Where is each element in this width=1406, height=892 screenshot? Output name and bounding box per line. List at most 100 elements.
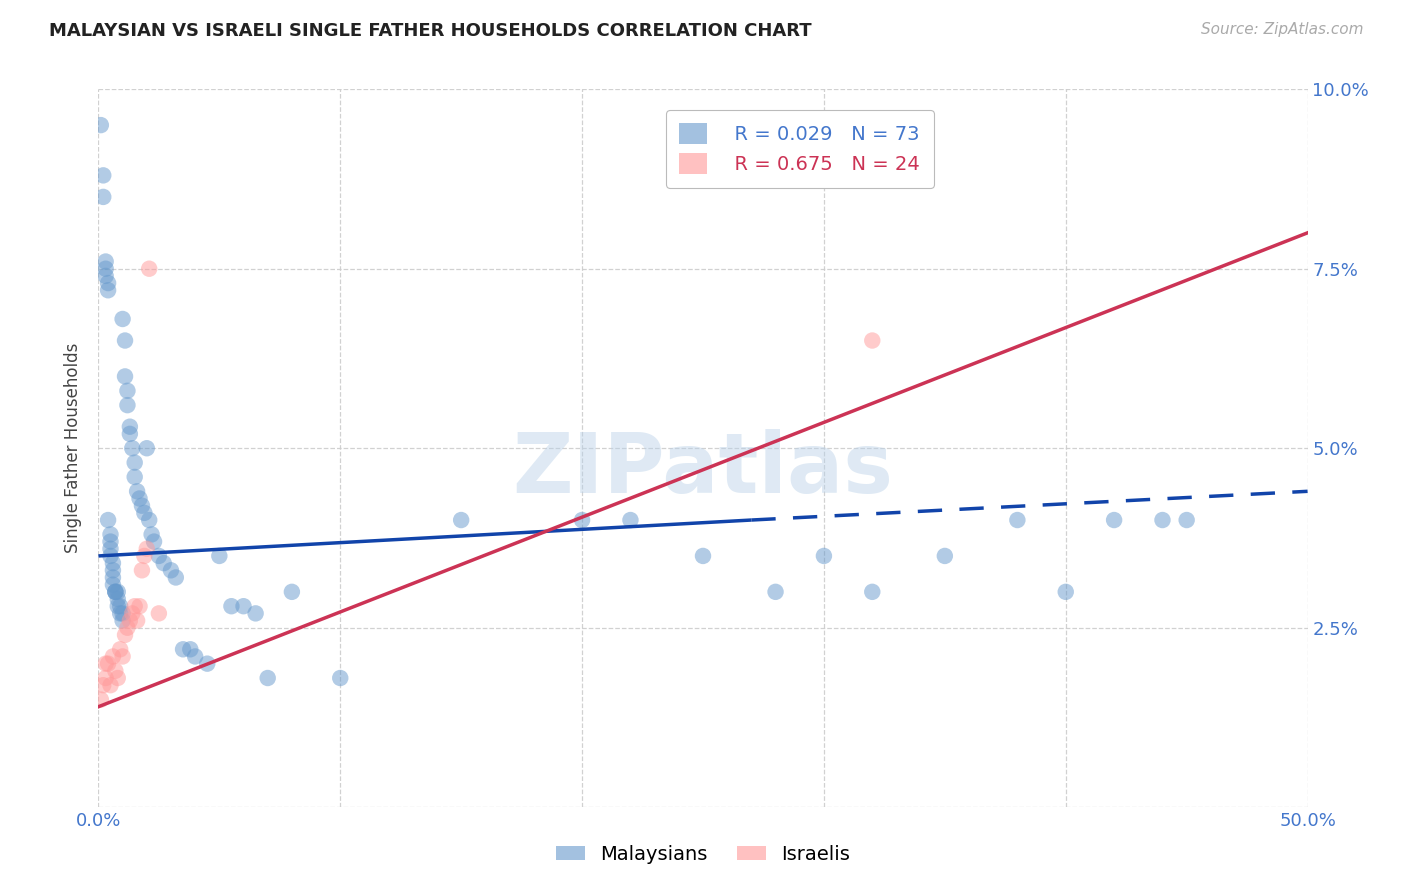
Point (131, 499, 153, 513)
Point (195, 657, 218, 671)
Text: MALAYSIAN VS ISRAELI SINGLE FATHER HOUSEHOLDS CORRELATION CHART: MALAYSIAN VS ISRAELI SINGLE FATHER HOUSE… (49, 22, 811, 40)
Point (100, 527, 122, 541)
Point (160, 563, 183, 577)
Point (94, 268, 117, 283)
Point (101, 577, 124, 591)
Point (245, 607, 267, 621)
Point (1152, 513, 1174, 527)
Point (135, 442, 157, 455)
Point (141, 527, 163, 541)
Point (134, 549, 156, 563)
Point (135, 541, 157, 556)
Point (100, 534, 122, 549)
Point (111, 614, 134, 628)
Point (104, 585, 127, 599)
Point (97, 283, 120, 297)
Point (107, 599, 129, 614)
Point (91, 169, 114, 183)
Point (860, 585, 883, 599)
Point (131, 563, 153, 577)
Legend: Malaysians, Israelis: Malaysians, Israelis (548, 837, 858, 871)
Point (138, 261, 160, 276)
Point (127, 614, 149, 628)
Point (111, 649, 134, 664)
Point (934, 549, 956, 563)
Point (124, 456, 146, 470)
Point (101, 570, 124, 584)
Point (117, 384, 139, 398)
Point (813, 549, 835, 563)
Point (256, 671, 278, 685)
Point (179, 642, 201, 657)
Point (152, 556, 174, 570)
Point (124, 599, 146, 614)
Point (108, 642, 131, 657)
Point (107, 592, 129, 607)
Point (329, 671, 352, 685)
Point (108, 607, 131, 621)
Point (221, 599, 243, 614)
Point (108, 599, 131, 614)
Point (101, 556, 124, 570)
Point (104, 585, 127, 599)
Point (208, 549, 231, 563)
Y-axis label: Single Father Households: Single Father Households (65, 343, 83, 553)
Point (124, 470, 146, 484)
Point (104, 664, 127, 678)
Point (107, 585, 129, 599)
Point (281, 585, 304, 599)
Point (127, 484, 149, 499)
Point (134, 506, 156, 520)
Point (111, 312, 134, 326)
Point (90, 692, 112, 706)
Point (232, 599, 254, 614)
Point (1175, 513, 1198, 527)
Point (91, 190, 114, 204)
Point (90, 118, 112, 132)
Point (114, 369, 136, 384)
Point (94, 657, 117, 671)
Point (97, 513, 120, 527)
Point (118, 426, 141, 441)
Point (765, 585, 787, 599)
Point (101, 649, 124, 664)
Point (121, 442, 143, 455)
Point (172, 642, 194, 657)
Point (860, 334, 883, 348)
Point (184, 649, 207, 664)
Point (138, 513, 160, 527)
Text: Source: ZipAtlas.com: Source: ZipAtlas.com (1201, 22, 1364, 37)
Point (101, 563, 124, 577)
Point (118, 614, 141, 628)
Point (97, 276, 120, 290)
Point (128, 599, 150, 614)
Point (100, 549, 122, 563)
Point (148, 549, 170, 563)
Point (100, 541, 122, 556)
Point (97, 657, 120, 671)
Point (1102, 513, 1125, 527)
Point (94, 671, 117, 685)
Point (117, 621, 139, 635)
Point (143, 534, 166, 549)
Point (148, 607, 170, 621)
Point (165, 570, 187, 584)
Point (104, 585, 127, 599)
Point (91, 678, 114, 692)
Point (1007, 513, 1029, 527)
Legend:   R = 0.029   N = 73,   R = 0.675   N = 24: R = 0.029 N = 73, R = 0.675 N = 24 (666, 110, 934, 188)
Point (450, 513, 472, 527)
Point (571, 513, 593, 527)
Point (94, 261, 117, 276)
Point (1054, 585, 1077, 599)
Point (128, 491, 150, 506)
Point (111, 607, 134, 621)
Point (94, 254, 117, 268)
Point (107, 671, 129, 685)
Point (619, 513, 641, 527)
Point (114, 334, 136, 348)
Point (121, 607, 143, 621)
Point (100, 678, 122, 692)
Text: ZIPatlas: ZIPatlas (513, 429, 893, 510)
Point (692, 549, 714, 563)
